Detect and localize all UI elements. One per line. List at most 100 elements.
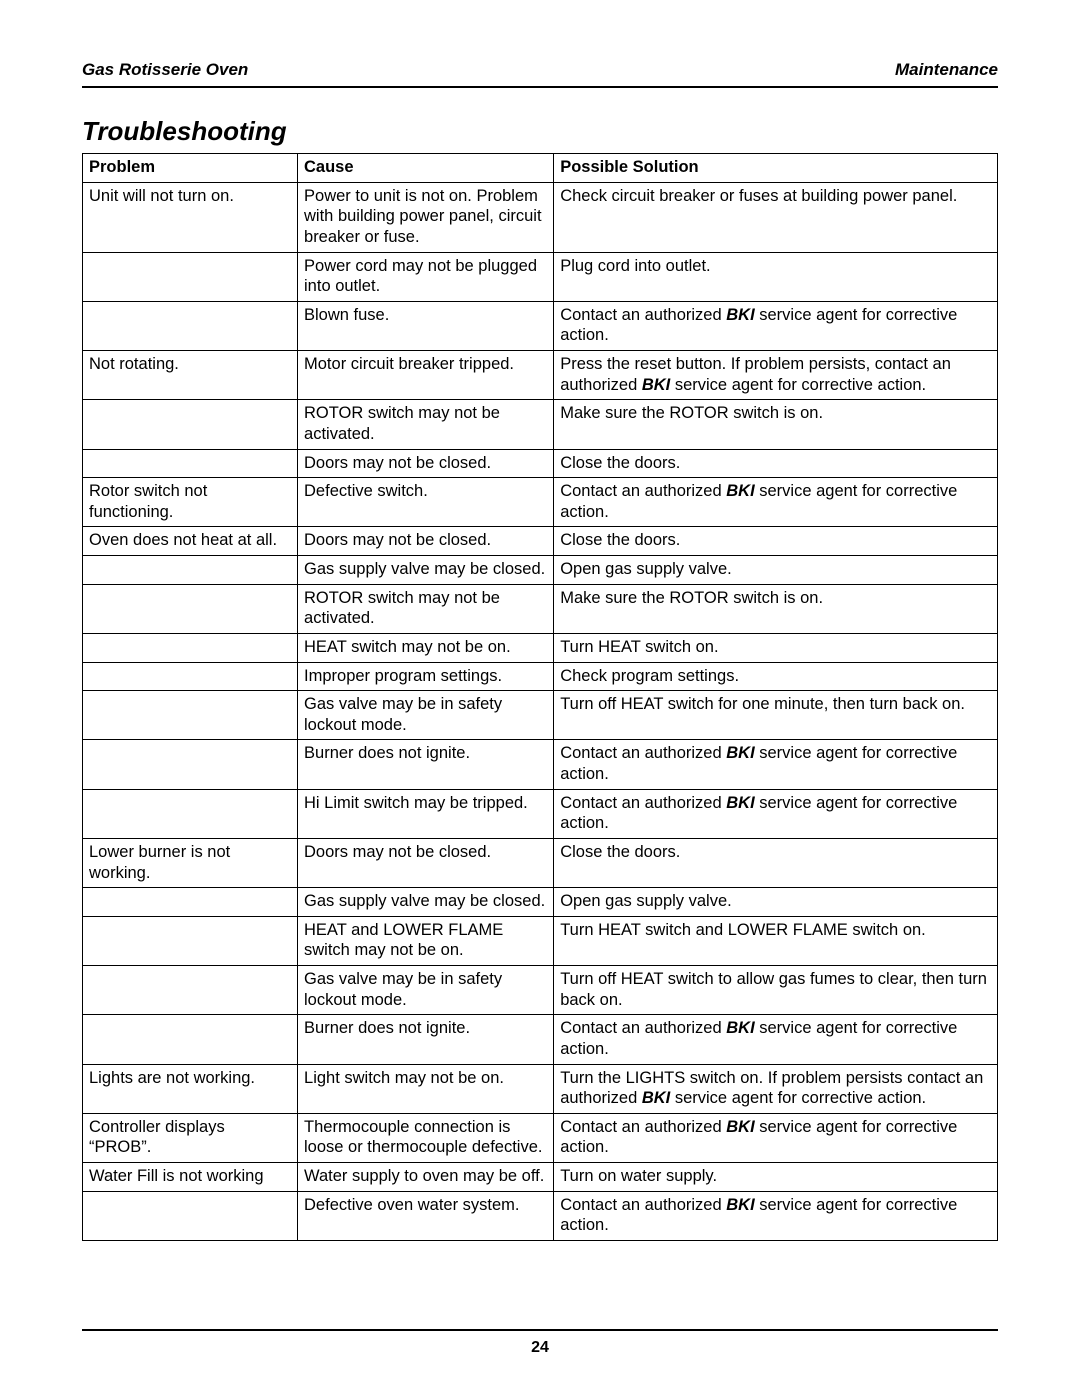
cell-cause: HEAT switch may not be on. bbox=[298, 633, 554, 662]
cell-problem bbox=[83, 449, 298, 478]
table-row: Power cord may not be plugged into outle… bbox=[83, 252, 998, 301]
cell-cause: Doors may not be closed. bbox=[298, 449, 554, 478]
section-title: Troubleshooting bbox=[82, 116, 998, 147]
cell-problem: Controller displays “PROB”. bbox=[83, 1113, 298, 1162]
cell-solution: Open gas supply valve. bbox=[554, 556, 998, 585]
cell-solution: Plug cord into outlet. bbox=[554, 252, 998, 301]
table-row: ROTOR switch may not be activated.Make s… bbox=[83, 584, 998, 633]
header-rule bbox=[82, 86, 998, 88]
cell-solution: Close the doors. bbox=[554, 449, 998, 478]
cell-cause: Power cord may not be plugged into outle… bbox=[298, 252, 554, 301]
table-row: Gas supply valve may be closed.Open gas … bbox=[83, 888, 998, 917]
cell-cause: Gas valve may be in safety lockout mode. bbox=[298, 691, 554, 740]
cell-cause: Doors may not be closed. bbox=[298, 527, 554, 556]
cell-problem bbox=[83, 400, 298, 449]
cell-problem bbox=[83, 1191, 298, 1240]
table-row: Gas valve may be in safety lockout mode.… bbox=[83, 966, 998, 1015]
cell-solution: Turn on water supply. bbox=[554, 1163, 998, 1192]
cell-problem bbox=[83, 584, 298, 633]
cell-solution: Check circuit breaker or fuses at buildi… bbox=[554, 182, 998, 252]
cell-cause: Blown fuse. bbox=[298, 301, 554, 350]
cell-problem bbox=[83, 789, 298, 838]
cell-solution: Contact an authorized BKI service agent … bbox=[554, 740, 998, 789]
cell-solution: Turn off HEAT switch for one minute, the… bbox=[554, 691, 998, 740]
table-row: HEAT and LOWER FLAME switch may not be o… bbox=[83, 916, 998, 965]
cell-solution: Close the doors. bbox=[554, 527, 998, 556]
page-header: Gas Rotisserie Oven Maintenance bbox=[82, 60, 998, 86]
page-footer: 24 bbox=[82, 1329, 998, 1357]
cell-cause: ROTOR switch may not be activated. bbox=[298, 400, 554, 449]
cell-problem: Water Fill is not working bbox=[83, 1163, 298, 1192]
cell-problem bbox=[83, 966, 298, 1015]
table-row: Burner does not ignite.Contact an author… bbox=[83, 740, 998, 789]
cell-solution: Contact an authorized BKI service agent … bbox=[554, 301, 998, 350]
cell-problem: Not rotating. bbox=[83, 351, 298, 400]
table-row: Blown fuse.Contact an authorized BKI ser… bbox=[83, 301, 998, 350]
table-row: Burner does not ignite.Contact an author… bbox=[83, 1015, 998, 1064]
table-row: HEAT switch may not be on.Turn HEAT swit… bbox=[83, 633, 998, 662]
table-row: Gas valve may be in safety lockout mode.… bbox=[83, 691, 998, 740]
cell-cause: ROTOR switch may not be activated. bbox=[298, 584, 554, 633]
cell-solution: Turn the LIGHTS switch on. If problem pe… bbox=[554, 1064, 998, 1113]
cell-problem bbox=[83, 252, 298, 301]
cell-cause: Thermocouple connection is loose or ther… bbox=[298, 1113, 554, 1162]
cell-problem bbox=[83, 740, 298, 789]
col-header-cause: Cause bbox=[298, 154, 554, 183]
cell-problem bbox=[83, 691, 298, 740]
table-row: Water Fill is not workingWater supply to… bbox=[83, 1163, 998, 1192]
cell-solution: Contact an authorized BKI service agent … bbox=[554, 1191, 998, 1240]
table-row: ROTOR switch may not be activated.Make s… bbox=[83, 400, 998, 449]
table-row: Not rotating.Motor circuit breaker tripp… bbox=[83, 351, 998, 400]
page-number: 24 bbox=[531, 1339, 549, 1356]
header-right: Maintenance bbox=[895, 60, 998, 80]
table-row: Lower burner is not working.Doors may no… bbox=[83, 838, 998, 887]
cell-solution: Make sure the ROTOR switch is on. bbox=[554, 584, 998, 633]
cell-cause: HEAT and LOWER FLAME switch may not be o… bbox=[298, 916, 554, 965]
table-row: Unit will not turn on.Power to unit is n… bbox=[83, 182, 998, 252]
cell-problem bbox=[83, 1015, 298, 1064]
table-row: Gas supply valve may be closed.Open gas … bbox=[83, 556, 998, 585]
cell-solution: Turn HEAT switch and LOWER FLAME switch … bbox=[554, 916, 998, 965]
cell-problem bbox=[83, 301, 298, 350]
cell-problem: Lights are not working. bbox=[83, 1064, 298, 1113]
troubleshooting-table: Problem Cause Possible Solution Unit wil… bbox=[82, 153, 998, 1241]
table-header-row: Problem Cause Possible Solution bbox=[83, 154, 998, 183]
col-header-solution: Possible Solution bbox=[554, 154, 998, 183]
cell-solution: Press the reset button. If problem persi… bbox=[554, 351, 998, 400]
cell-solution: Contact an authorized BKI service agent … bbox=[554, 1113, 998, 1162]
cell-cause: Light switch may not be on. bbox=[298, 1064, 554, 1113]
cell-cause: Gas supply valve may be closed. bbox=[298, 888, 554, 917]
cell-cause: Improper program settings. bbox=[298, 662, 554, 691]
cell-solution: Turn HEAT switch on. bbox=[554, 633, 998, 662]
cell-cause: Motor circuit breaker tripped. bbox=[298, 351, 554, 400]
cell-solution: Contact an authorized BKI service agent … bbox=[554, 1015, 998, 1064]
cell-cause: Doors may not be closed. bbox=[298, 838, 554, 887]
cell-solution: Make sure the ROTOR switch is on. bbox=[554, 400, 998, 449]
table-row: Oven does not heat at all.Doors may not … bbox=[83, 527, 998, 556]
cell-solution: Turn off HEAT switch to allow gas fumes … bbox=[554, 966, 998, 1015]
cell-solution: Check program settings. bbox=[554, 662, 998, 691]
col-header-problem: Problem bbox=[83, 154, 298, 183]
cell-cause: Burner does not ignite. bbox=[298, 1015, 554, 1064]
cell-solution: Contact an authorized BKI service agent … bbox=[554, 789, 998, 838]
cell-cause: Hi Limit switch may be tripped. bbox=[298, 789, 554, 838]
cell-solution: Open gas supply valve. bbox=[554, 888, 998, 917]
cell-problem bbox=[83, 633, 298, 662]
table-row: Improper program settings.Check program … bbox=[83, 662, 998, 691]
cell-cause: Water supply to oven may be off. bbox=[298, 1163, 554, 1192]
cell-cause: Defective oven water system. bbox=[298, 1191, 554, 1240]
header-left: Gas Rotisserie Oven bbox=[82, 60, 248, 80]
cell-cause: Gas valve may be in safety lockout mode. bbox=[298, 966, 554, 1015]
cell-cause: Power to unit is not on. Problem with bu… bbox=[298, 182, 554, 252]
cell-solution: Contact an authorized BKI service agent … bbox=[554, 478, 998, 527]
cell-problem: Unit will not turn on. bbox=[83, 182, 298, 252]
cell-cause: Burner does not ignite. bbox=[298, 740, 554, 789]
table-row: Defective oven water system.Contact an a… bbox=[83, 1191, 998, 1240]
cell-problem bbox=[83, 888, 298, 917]
page: Gas Rotisserie Oven Maintenance Troubles… bbox=[0, 0, 1080, 1397]
table-row: Rotor switch not functioning.Defective s… bbox=[83, 478, 998, 527]
cell-cause: Defective switch. bbox=[298, 478, 554, 527]
table-row: Lights are not working.Light switch may … bbox=[83, 1064, 998, 1113]
cell-problem: Oven does not heat at all. bbox=[83, 527, 298, 556]
table-row: Doors may not be closed.Close the doors. bbox=[83, 449, 998, 478]
